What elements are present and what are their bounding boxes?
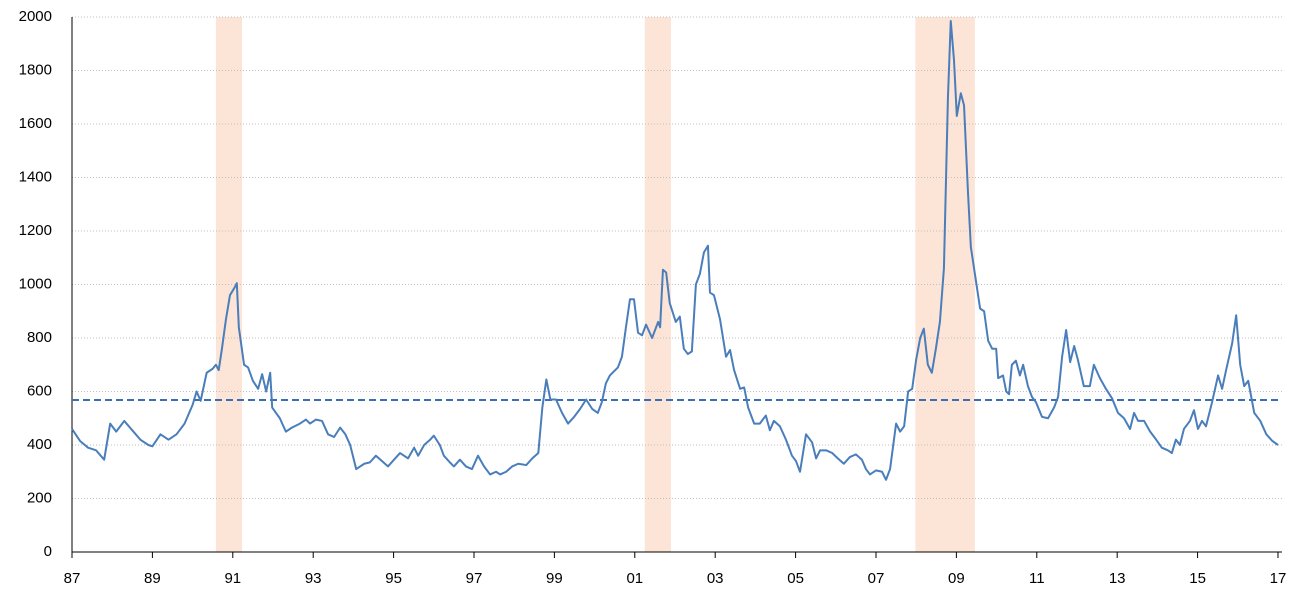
y-tick-label: 1400 xyxy=(19,168,52,185)
x-tick-label: 99 xyxy=(546,570,563,587)
x-tick-label: 01 xyxy=(626,570,643,587)
x-tick-label: 97 xyxy=(466,570,483,587)
y-tick-label: 800 xyxy=(27,329,52,346)
x-tick-label: 11 xyxy=(1029,570,1045,587)
y-tick-label: 600 xyxy=(27,382,52,399)
x-tick-label: 03 xyxy=(707,570,724,587)
x-tick-label: 95 xyxy=(385,570,402,587)
y-tick-label: 1800 xyxy=(19,61,52,78)
x-tick-label: 09 xyxy=(948,570,965,587)
y-tick-label: 200 xyxy=(27,489,52,506)
data-line xyxy=(71,20,1279,481)
x-tick-label: 87 xyxy=(64,570,81,587)
x-tick-label: 13 xyxy=(1109,570,1126,587)
x-tick-label: 15 xyxy=(1189,570,1206,587)
x-tick-label: 89 xyxy=(144,570,161,587)
x-tick-label: 07 xyxy=(868,570,885,587)
y-tick-label: 1200 xyxy=(19,222,52,239)
y-tick-label: 400 xyxy=(27,436,52,453)
y-tick-label: 0 xyxy=(44,543,52,560)
x-tick-label: 05 xyxy=(787,570,804,587)
x-tick-label: 91 xyxy=(224,570,241,587)
y-tick-label: 1600 xyxy=(19,115,52,132)
x-tick-label: 93 xyxy=(305,570,322,587)
y-tick-label: 1000 xyxy=(19,275,52,292)
x-tick-label: 17 xyxy=(1270,570,1287,587)
y-tick-label: 2000 xyxy=(19,8,52,25)
